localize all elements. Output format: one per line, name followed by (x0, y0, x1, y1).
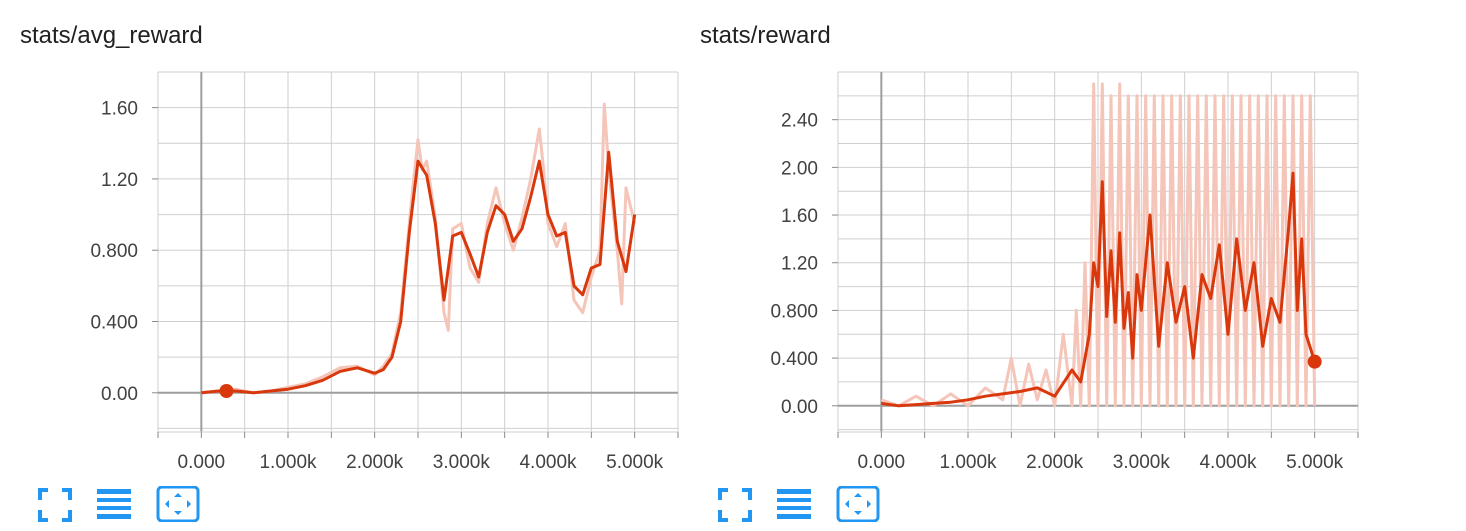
y-tick-label: 1.60 (101, 99, 138, 120)
fit-domain-button[interactable] (836, 485, 880, 523)
expand-icon (38, 488, 72, 522)
fit-domain-button[interactable] (156, 485, 200, 523)
hover-marker-point (219, 384, 234, 399)
fit-domain-icon (836, 485, 880, 523)
x-tick-label: 1.000k (939, 452, 997, 473)
y-tick-label: 1.20 (781, 254, 818, 275)
y-tick-label: 0.00 (101, 384, 138, 405)
x-tick-label: 0.000 (858, 452, 906, 473)
y-tick-label: 1.20 (101, 170, 138, 191)
y-tick-label: 2.40 (781, 111, 818, 132)
x-tick-label: 3.000k (1113, 452, 1171, 473)
expand-icon (718, 488, 752, 522)
x-tick-label: 0.000 (178, 452, 226, 473)
chart-title: stats/avg_reward (20, 22, 203, 49)
x-tick-label: 4.000k (1199, 452, 1257, 473)
expand-button[interactable] (716, 486, 754, 522)
series-line-raw (880, 82, 1317, 408)
chart-plot-reward[interactable]: 0.000 1.000k 2.000k 3.000k 4.000k 5.000k 0.00 0… (680, 0, 1380, 480)
y-tick-label: 2.00 (781, 158, 818, 179)
y-tick-label: 0.00 (781, 397, 818, 418)
y-tick-label: 0.400 (90, 313, 138, 334)
series-line-smoothed (881, 171, 1317, 408)
data-selection-button[interactable] (95, 486, 133, 522)
x-tick-label: 2.000k (1026, 452, 1084, 473)
y-tick-label: 1.60 (781, 206, 818, 227)
chart-card-reward: stats/reward 0.000 1.000k 2.000k 3.000k 4.00… (680, 0, 1380, 531)
chart-title: stats/reward (700, 22, 831, 49)
hover-marker-point (1307, 354, 1322, 369)
series-line-raw (201, 102, 637, 395)
fit-domain-icon (156, 485, 200, 523)
y-tick-label: 0.400 (770, 349, 818, 370)
data-selection-icon (777, 489, 811, 519)
x-tick-label: 1.000k (259, 452, 317, 473)
chart-card-avg-reward: stats/avg_reward 0.000 1.000k 2.000k 3.000k… (0, 0, 700, 531)
data-selection-icon (97, 489, 131, 519)
expand-button[interactable] (36, 486, 74, 522)
x-tick-label: 4.000k (519, 452, 577, 473)
chart-toolbar (36, 485, 236, 523)
x-tick-label: 3.000k (433, 452, 491, 473)
x-tick-label: 5.000k (1286, 452, 1344, 473)
series-line-smoothed (201, 150, 637, 395)
y-tick-label: 0.800 (770, 301, 818, 322)
y-tick-label: 0.800 (90, 241, 138, 262)
data-selection-button[interactable] (775, 486, 813, 522)
chart-plot-avg-reward[interactable]: 0.000 1.000k 2.000k 3.000k 4.000k 5.000k 0.00 0… (0, 0, 700, 480)
x-tick-label: 2.000k (346, 452, 404, 473)
chart-toolbar (716, 485, 916, 523)
x-tick-label: 5.000k (606, 452, 664, 473)
